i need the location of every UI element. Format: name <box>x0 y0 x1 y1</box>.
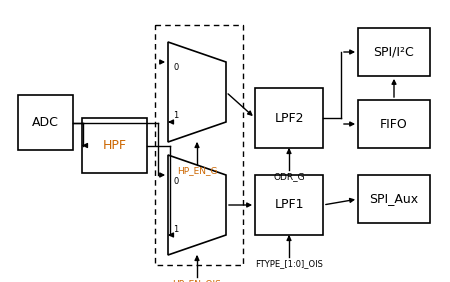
Text: LPF1: LPF1 <box>274 199 304 212</box>
Text: 0: 0 <box>173 63 178 72</box>
Text: ODR_G: ODR_G <box>273 172 305 181</box>
Bar <box>255 88 323 148</box>
Bar <box>18 95 73 150</box>
Text: FTYPE_[1:0]_OIS: FTYPE_[1:0]_OIS <box>255 259 323 268</box>
Polygon shape <box>168 42 226 142</box>
Text: 1: 1 <box>173 224 178 233</box>
Text: HP_EN_OIS: HP_EN_OIS <box>172 279 221 282</box>
Text: 0: 0 <box>173 177 178 186</box>
Polygon shape <box>168 155 226 255</box>
Text: 1: 1 <box>173 111 178 120</box>
Bar <box>82 118 147 173</box>
Text: FIFO: FIFO <box>380 118 408 131</box>
Text: HPF: HPF <box>103 139 126 152</box>
Bar <box>358 175 430 223</box>
Text: ADC: ADC <box>32 116 59 129</box>
Text: LPF2: LPF2 <box>274 111 304 124</box>
Bar <box>358 28 430 76</box>
Bar <box>358 100 430 148</box>
Text: SPI_Aux: SPI_Aux <box>369 193 419 206</box>
Bar <box>255 175 323 235</box>
Text: SPI/I²C: SPI/I²C <box>374 45 414 58</box>
Text: HP_EN_G: HP_EN_G <box>177 166 217 175</box>
Bar <box>155 25 243 265</box>
